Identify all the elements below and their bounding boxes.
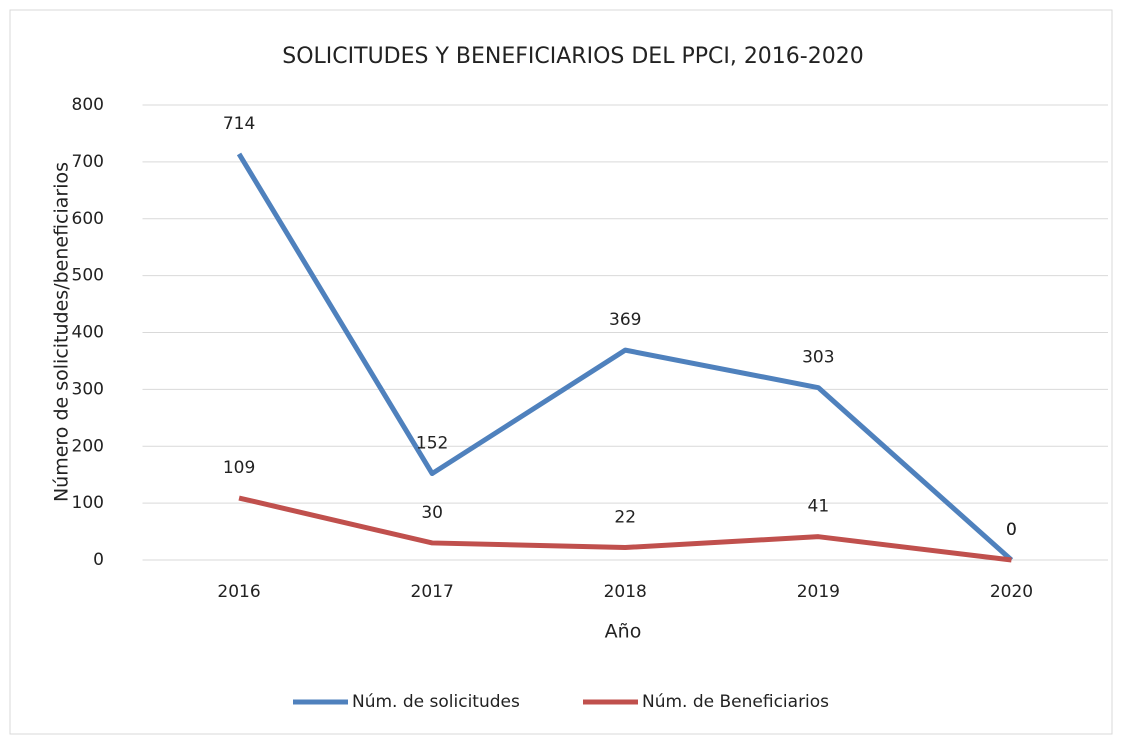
x-axis-title: Año [605, 621, 642, 643]
y-tick-label: 100 [72, 493, 104, 513]
x-tick-label: 2016 [217, 582, 260, 602]
x-tick-label: 2018 [604, 582, 647, 602]
y-tick-label: 200 [72, 436, 104, 456]
data-label: 0 [1006, 520, 1017, 540]
chart-title: SOLICITUDES Y BENEFICIARIOS DEL PPCI, 20… [282, 44, 863, 69]
legend-label: Núm. de Beneficiarios [642, 692, 829, 712]
data-label: 22 [614, 507, 636, 527]
x-tick-label: 2017 [411, 582, 454, 602]
data-label: 714 [223, 114, 255, 134]
data-label: 109 [223, 458, 255, 478]
data-label: 0 [1006, 520, 1017, 540]
data-label: 152 [416, 434, 448, 454]
series-line [236, 152, 1014, 562]
legend-label: Núm. de solicitudes [352, 692, 520, 712]
y-axis-title: Número de solicitudes/beneficiarios [51, 162, 73, 502]
data-label: 41 [808, 497, 830, 517]
y-tick-label: 0 [93, 550, 104, 570]
y-tick-label: 800 [72, 95, 104, 115]
y-tick-label: 600 [72, 209, 104, 229]
y-tick-label: 300 [72, 379, 104, 399]
data-label: 30 [421, 503, 443, 523]
chart-border [9, 9, 1113, 735]
x-tick-label: 2019 [797, 582, 840, 602]
x-tick-label: 2020 [990, 582, 1033, 602]
data-label: 303 [802, 348, 834, 368]
y-tick-label: 500 [72, 266, 104, 286]
data-label: 369 [609, 310, 641, 330]
y-tick-label: 700 [72, 152, 104, 172]
y-tick-label: 400 [72, 323, 104, 343]
series-line [238, 495, 1012, 563]
